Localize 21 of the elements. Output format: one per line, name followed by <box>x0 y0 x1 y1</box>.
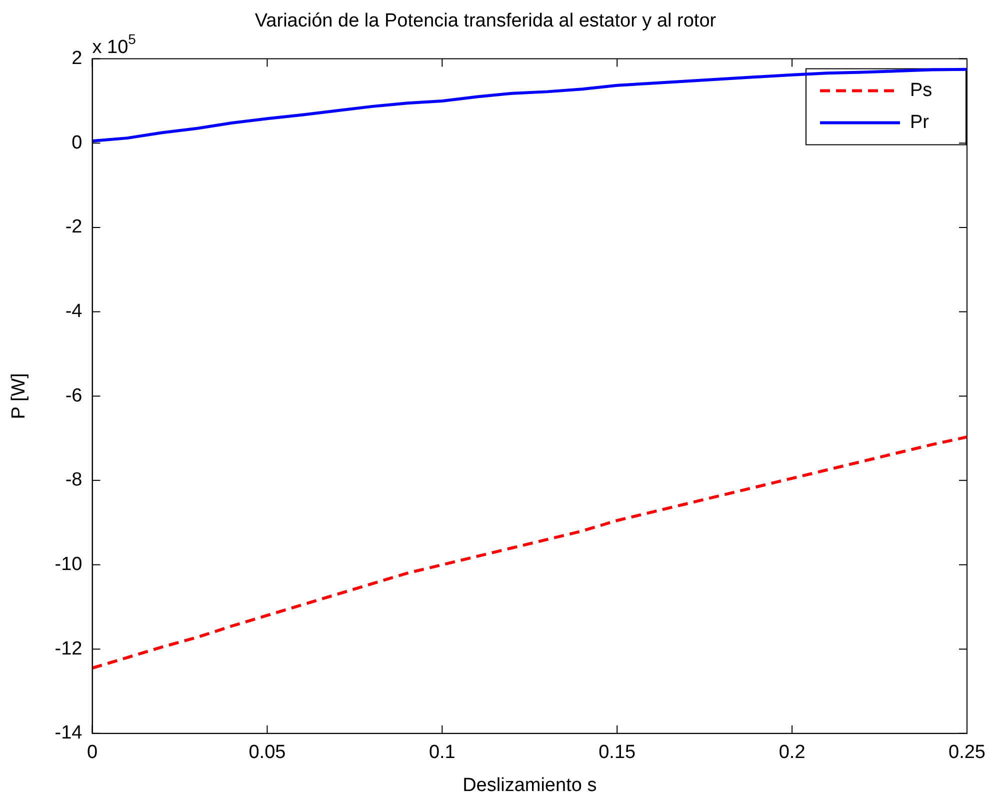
line-series <box>92 436 967 670</box>
y-tick-label: -6 <box>65 385 82 406</box>
y-tick-label: -2 <box>65 216 82 238</box>
y-tick-label: 0 <box>72 132 82 154</box>
x-tick-label: 0.05 <box>248 742 286 764</box>
x-axis-title: Deslizamiento s <box>462 774 597 796</box>
y-tick-label: -12 <box>54 638 82 660</box>
x-tick-label: 0.1 <box>428 742 456 764</box>
chart-title: Variación de la Potencia transferida al estator y al rotor <box>254 10 717 32</box>
y-tick-label: -8 <box>65 470 82 491</box>
x-tick-label: 0.15 <box>598 742 636 764</box>
x-tick-label: 0.2 <box>778 742 806 764</box>
y-tick-label: -10 <box>54 554 82 575</box>
y-axis-title: P [W] <box>8 373 30 420</box>
y-tick-label: -14 <box>54 722 83 744</box>
legend-label: Pr <box>910 112 930 134</box>
y-tick-label: 2 <box>72 48 82 70</box>
x-tick-label: 0 <box>86 742 98 764</box>
legend-label: Ps <box>910 80 932 102</box>
x-tick-label: 0.25 <box>948 742 986 764</box>
y-tick-label: -4 <box>65 301 83 322</box>
